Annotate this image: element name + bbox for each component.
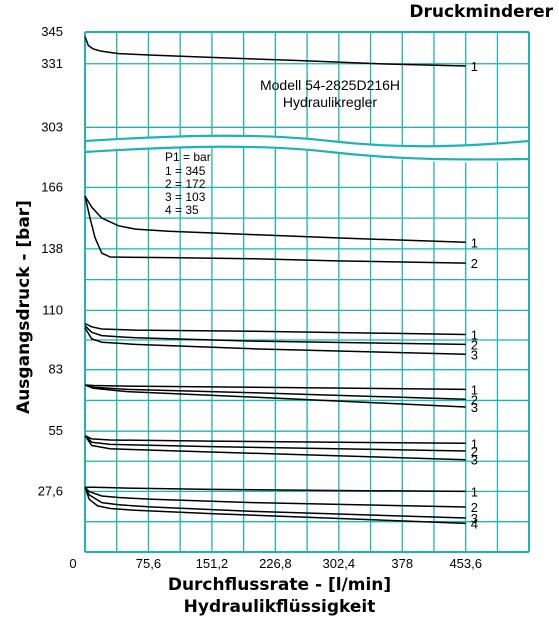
x-tick-label: 75,6	[136, 556, 161, 571]
axis-break	[83, 134, 531, 163]
series-label: 3	[471, 400, 478, 415]
series-line-27.6-1	[85, 486, 466, 493]
series-line-166-2	[84, 195, 466, 264]
series-label: 1	[471, 235, 478, 250]
y-tick-label: 110	[42, 302, 63, 317]
legend-entry: 4 = 35	[165, 203, 199, 217]
x-tick-label: 378	[391, 556, 413, 571]
series-line-345-1	[84, 36, 466, 67]
x-axis-label: Durchflussrate - [l/min]	[167, 575, 392, 595]
series-label: 3	[471, 511, 478, 526]
plot-frame	[84, 31, 530, 553]
x-tick-label: 453,6	[449, 556, 482, 571]
series-label: 1	[471, 382, 478, 397]
series-line-110-2	[84, 325, 466, 346]
series-line-110-3	[84, 327, 466, 356]
series-label: 2	[471, 337, 478, 352]
y-tick-label: 303	[41, 119, 63, 134]
series-label: 2	[471, 392, 478, 407]
axis-break-edge-bottom	[84, 145, 530, 161]
series-label: 1	[471, 59, 478, 74]
series-label: 3	[471, 347, 478, 362]
series-label: 1	[471, 328, 478, 343]
y-tick-label: 331	[41, 56, 63, 71]
legend-entry: 3 = 103	[165, 190, 206, 204]
series-label: 2	[471, 500, 478, 515]
series-line-55-3	[84, 435, 466, 461]
y-tick-label: 55	[49, 423, 63, 438]
x-axis-sublabel: Hydraulikflüssigkeit	[183, 597, 376, 617]
x-tick-label: 302,4	[323, 556, 356, 571]
y-tick-label: 27,6	[38, 483, 63, 498]
series-label: 1	[471, 484, 478, 499]
series-label: 2	[471, 444, 478, 459]
y-axis-label: Ausgangsdruck - [bar]	[14, 200, 34, 414]
legend-title: P1 = bar	[165, 150, 211, 164]
y-tick-label: 138	[41, 241, 63, 256]
x-tick-label: 226,8	[259, 556, 292, 571]
type-annotation: Hydraulikregler	[283, 94, 377, 110]
series-line-27.6-2	[84, 486, 466, 508]
series-line-27.6-4	[84, 486, 466, 525]
legend-entry: 1 = 345	[165, 164, 206, 178]
series-label: 3	[471, 453, 478, 468]
legend-entry: 2 = 172	[165, 177, 206, 191]
series-label: 2	[471, 256, 478, 271]
y-tick-label: 166	[41, 179, 63, 194]
series-label: 1	[471, 436, 478, 451]
axis-break-edge-top	[84, 134, 530, 148]
series-lines	[84, 36, 466, 525]
series-line-55-2	[84, 435, 466, 452]
series-line-27.6-3	[84, 486, 466, 519]
y-tick-label: 83	[49, 362, 63, 377]
series-line-83-3	[84, 384, 466, 408]
x-tick-label: 151,2	[196, 556, 229, 571]
model-annotation: Modell 54-2825D216H	[260, 77, 400, 93]
series-line-55-1	[84, 434, 466, 445]
series-line-166-1	[84, 195, 466, 244]
series-line-110-1	[84, 322, 466, 336]
series-label: 4	[471, 516, 478, 531]
page-title: Druckminderer	[409, 2, 553, 22]
grid	[85, 31, 529, 552]
series-line-83-1	[84, 384, 466, 391]
x-tick-label: 0	[69, 556, 76, 571]
y-tick-label: 345	[41, 24, 63, 39]
